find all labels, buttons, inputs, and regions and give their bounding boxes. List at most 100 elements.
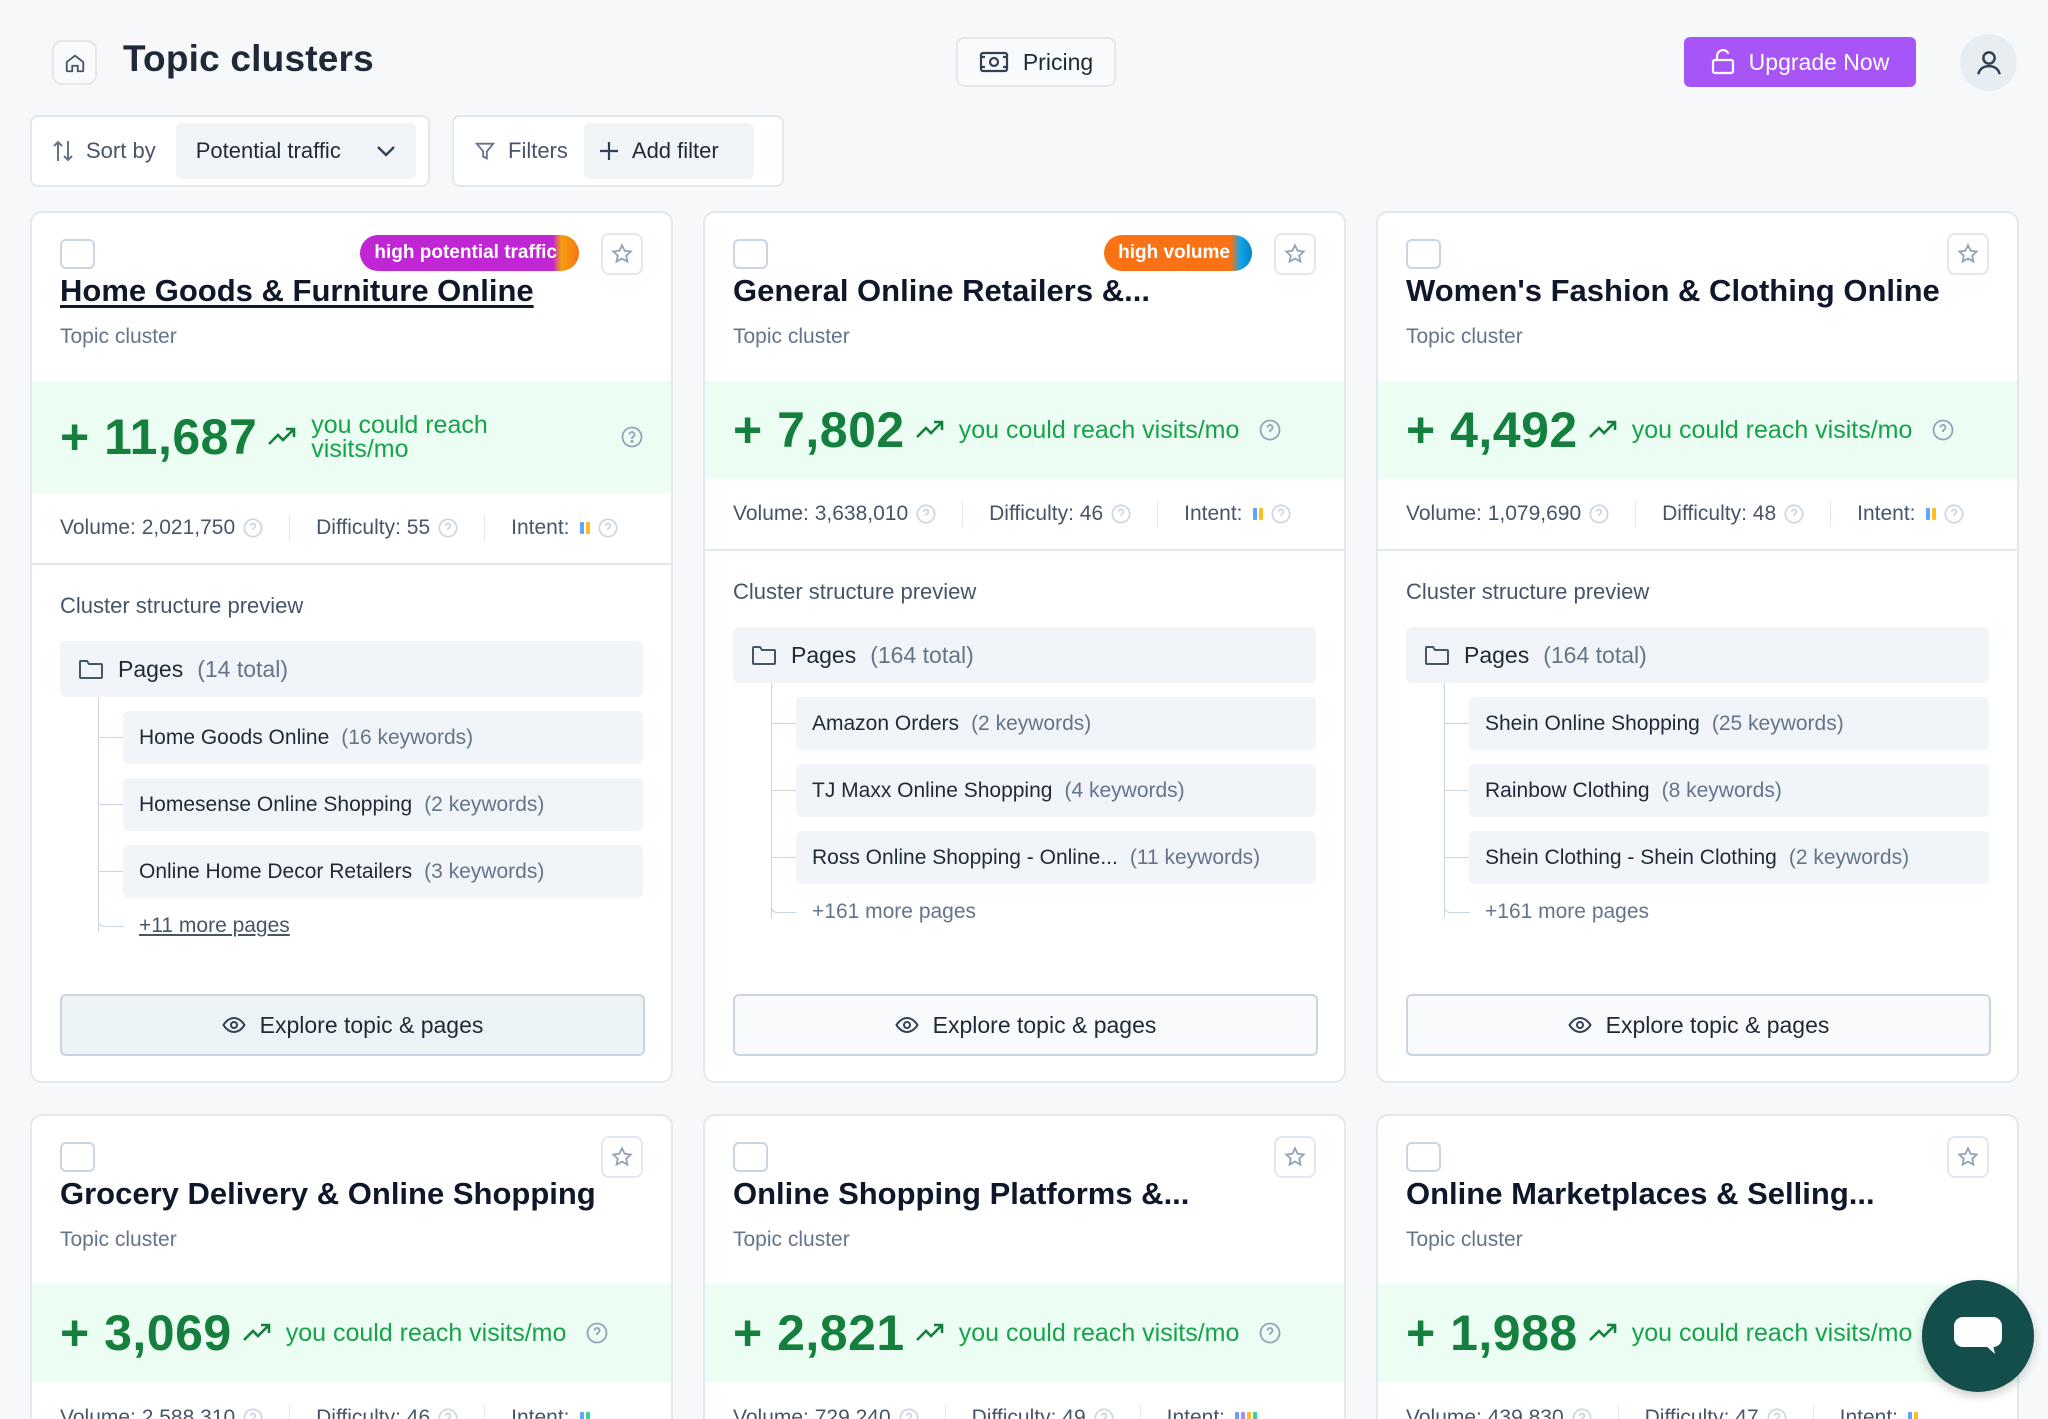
help-icon[interactable]: [1944, 504, 1964, 524]
help-icon[interactable]: [438, 518, 458, 538]
select-checkbox[interactable]: [733, 239, 768, 269]
cluster-title-link[interactable]: Online Shopping Platforms &...: [733, 1176, 1190, 1211]
sort-arrows-icon: [53, 140, 73, 162]
explore-topic-button[interactable]: Explore topic & pages: [60, 994, 645, 1056]
intent-indicator: [579, 1412, 590, 1419]
cluster-subtitle: Topic cluster: [1406, 325, 1523, 348]
cluster-subtitle: Topic cluster: [60, 325, 177, 348]
intent-indicator: [1925, 508, 1936, 520]
favorite-button[interactable]: [1947, 1136, 1989, 1178]
select-checkbox[interactable]: [733, 1142, 768, 1172]
help-icon[interactable]: [243, 518, 263, 538]
help-icon[interactable]: [243, 1408, 263, 1419]
help-icon[interactable]: [586, 1322, 608, 1344]
more-pages-text: +161 more pages: [1444, 898, 1989, 926]
help-icon[interactable]: [1767, 1408, 1787, 1419]
help-icon[interactable]: [916, 504, 936, 524]
folder-icon: [1425, 646, 1449, 665]
filter-control: Filters Add filter: [452, 115, 784, 187]
intent-indicator: [1252, 508, 1263, 520]
home-icon: [65, 54, 84, 72]
select-checkbox[interactable]: [60, 239, 95, 269]
favorite-button[interactable]: [601, 233, 643, 275]
help-icon[interactable]: [438, 1408, 458, 1419]
page-item-keywords: (2 keywords): [424, 792, 545, 816]
intent-indicator: [1235, 1412, 1258, 1419]
help-icon[interactable]: [1589, 504, 1609, 524]
more-pages-link[interactable]: +11 more pages: [98, 912, 643, 940]
page-item-keywords: (3 keywords): [424, 859, 545, 883]
help-icon[interactable]: [1111, 504, 1131, 524]
favorite-button[interactable]: [1947, 233, 1989, 275]
pricing-button[interactable]: Pricing: [956, 37, 1116, 87]
page-item: Ross Online Shopping - Online... (11 keyw…: [771, 831, 1316, 884]
page-item-name: Rainbow Clothing: [1485, 778, 1650, 802]
help-icon[interactable]: [1259, 419, 1281, 441]
add-filter-button[interactable]: Add filter: [583, 123, 754, 179]
help-icon[interactable]: [1094, 1408, 1114, 1419]
traffic-band: + 11,687 you could reach visits/mo: [32, 381, 671, 493]
help-icon[interactable]: [899, 1408, 919, 1419]
filters-button[interactable]: Filters: [474, 138, 568, 164]
traffic-caption: you could reach visits/mo: [285, 1319, 567, 1347]
page-item: Shein Clothing - Shein Clothing (2 keywor…: [1444, 831, 1989, 884]
cluster-title-link[interactable]: Women's Fashion & Clothing Online: [1406, 273, 1940, 308]
pricing-label: Pricing: [1022, 48, 1094, 75]
cluster-title-link[interactable]: Online Marketplaces & Selling...: [1406, 1176, 1875, 1211]
cluster-subtitle: Topic cluster: [733, 325, 850, 348]
cluster-structure-preview: Cluster structure preview Pages (164 tot…: [1378, 579, 2017, 926]
metrics-row: Volume: 2,021,750 Difficulty: 55 Intent:: [32, 493, 671, 565]
difficulty-value: Difficulty: 48: [1662, 502, 1777, 525]
chat-launcher-button[interactable]: [1922, 1280, 2034, 1392]
help-icon[interactable]: [621, 426, 643, 448]
star-icon: [1284, 243, 1306, 264]
cluster-title-link[interactable]: General Online Retailers &...: [733, 273, 1150, 308]
user-avatar-button[interactable]: [1960, 34, 2017, 91]
pages-label: Pages: [1464, 641, 1530, 668]
topic-cluster-card: Grocery Delivery & Online Shopping Topic…: [30, 1114, 673, 1419]
explore-topic-button[interactable]: Explore topic & pages: [733, 994, 1318, 1056]
page-item-name: Shein Clothing - Shein Clothing: [1485, 845, 1777, 869]
sort-label: Sort by: [52, 138, 156, 164]
favorite-button[interactable]: [1274, 1136, 1316, 1178]
explore-topic-button[interactable]: Explore topic & pages: [1406, 994, 1991, 1056]
sort-select[interactable]: Potential traffic: [175, 123, 416, 179]
select-checkbox[interactable]: [60, 1142, 95, 1172]
home-button[interactable]: [52, 40, 97, 85]
select-checkbox[interactable]: [1406, 1142, 1441, 1172]
pages-tree: Shein Online Shopping (25 keywords) Rainb…: [1406, 683, 1989, 926]
traffic-caption-line1: you could reach: [311, 411, 488, 439]
help-icon[interactable]: [1784, 504, 1804, 524]
traffic-value: + 4,492: [1406, 402, 1578, 458]
cluster-structure-preview: Cluster structure preview Pages (164 tot…: [705, 579, 1344, 926]
page-item-keywords: (4 keywords): [1064, 778, 1185, 802]
help-icon[interactable]: [598, 518, 618, 538]
page-header: Topic clusters Pricing Upgrade Now: [0, 0, 2048, 115]
intent-label: Intent:: [1166, 1406, 1226, 1419]
funnel-icon: [474, 142, 496, 160]
page-item-name: Amazon Orders: [812, 711, 960, 735]
upgrade-now-button[interactable]: Upgrade Now: [1684, 37, 1916, 87]
help-icon[interactable]: [1259, 1322, 1281, 1344]
trending-up-icon: [1588, 420, 1617, 438]
favorite-button[interactable]: [1274, 233, 1316, 275]
help-icon[interactable]: [1932, 419, 1954, 441]
page-item: Homesense Online Shopping (2 keywords): [98, 778, 643, 831]
traffic-value: + 7,802: [733, 402, 905, 458]
page-item: Home Goods Online (16 keywords): [98, 711, 643, 764]
cluster-title-link[interactable]: Home Goods & Furniture Online: [60, 273, 534, 308]
chat-icon: [1954, 1317, 2002, 1354]
upgrade-label: Upgrade Now: [1748, 48, 1890, 75]
trending-up-icon: [915, 420, 944, 438]
favorite-button[interactable]: [601, 1136, 643, 1178]
intent-indicator: [579, 522, 590, 534]
cluster-title-link[interactable]: Grocery Delivery & Online Shopping: [60, 1176, 596, 1211]
traffic-band: + 3,069 you could reach visits/mo: [32, 1284, 671, 1382]
help-icon[interactable]: [1572, 1408, 1592, 1419]
metrics-row: Volume: 439,830 Difficulty: 47 Intent:: [1378, 1382, 2017, 1419]
help-icon[interactable]: [1271, 504, 1291, 524]
chevron-down-icon: [376, 146, 395, 157]
pages-label: Pages: [791, 641, 857, 668]
select-checkbox[interactable]: [1406, 239, 1441, 269]
star-icon: [1957, 243, 1979, 264]
